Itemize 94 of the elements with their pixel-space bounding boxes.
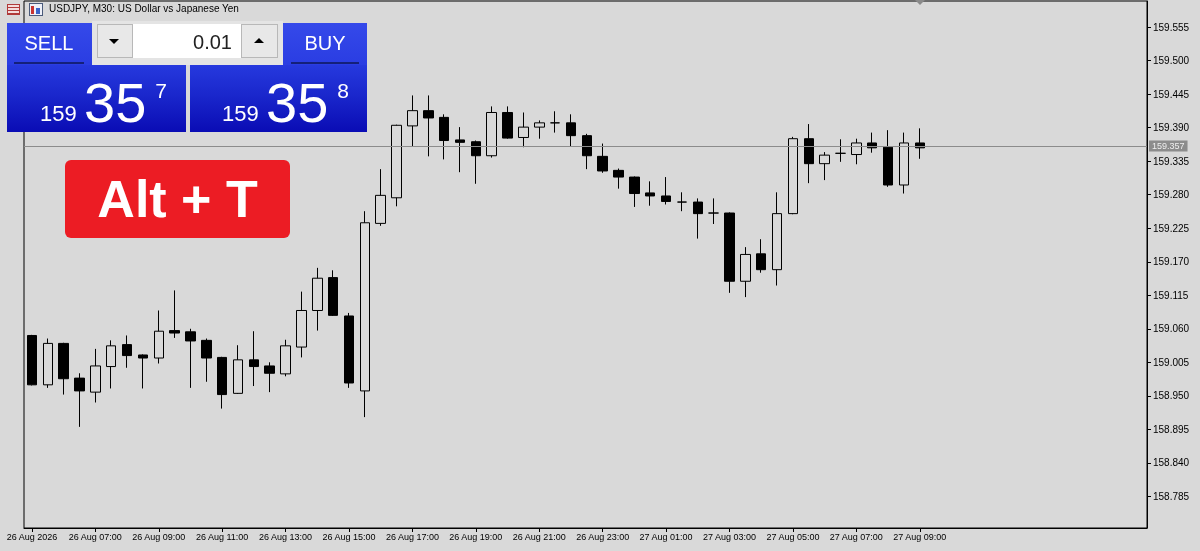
candlestick xyxy=(899,132,909,195)
annotation: 35$^{8}$ xyxy=(266,71,349,134)
candlestick xyxy=(788,136,798,215)
candlestick xyxy=(835,138,846,163)
y-tick-label: 159.390 xyxy=(1153,122,1190,134)
candlestick xyxy=(724,211,735,294)
candlestick xyxy=(693,197,703,240)
candlestick xyxy=(201,338,212,383)
y-tick-label: 159.555 xyxy=(1153,21,1190,33)
candlestick xyxy=(169,289,180,339)
candlestick xyxy=(851,138,862,165)
candlestick xyxy=(597,143,608,174)
y-tick-label: 159.280 xyxy=(1153,189,1190,201)
x-tick-label: 26 Aug 23:00 xyxy=(576,531,630,542)
y-tick-label: 158.840 xyxy=(1153,457,1190,469)
candlestick xyxy=(518,111,529,148)
candlestick xyxy=(613,168,624,190)
candlestick xyxy=(280,339,291,377)
candlestick xyxy=(43,338,53,389)
annotation: BUY xyxy=(303,31,347,56)
candlestick xyxy=(122,334,132,369)
y-tick-label: 159.170 xyxy=(1153,256,1190,268)
x-tick-label: 27 Aug 05:00 xyxy=(766,531,820,542)
ref-line-label: 159.357 xyxy=(1152,141,1185,151)
candlestick xyxy=(138,353,148,389)
x-tick-label: 26 Aug 19:00 xyxy=(449,531,503,542)
annotation: 159 xyxy=(222,101,259,126)
candlestick xyxy=(550,110,560,134)
candlestick xyxy=(217,356,227,410)
candlestick xyxy=(772,191,782,287)
candlestick xyxy=(375,168,386,227)
y-tick-label: 159.115 xyxy=(1153,289,1189,301)
annotation: SELL xyxy=(23,31,75,56)
candlestick xyxy=(106,339,116,389)
x-tick-label: 26 Aug 21:00 xyxy=(512,531,566,542)
candlestick xyxy=(708,197,719,225)
candlestick xyxy=(566,113,576,147)
candlestick xyxy=(756,238,766,274)
y-tick-label: 159.335 xyxy=(1153,155,1190,167)
y-tick-label: 159.060 xyxy=(1153,323,1190,335)
candlestick xyxy=(740,246,751,298)
candlestick xyxy=(344,312,354,389)
candlestick xyxy=(486,105,497,159)
candlestick xyxy=(534,119,545,140)
candlestick xyxy=(154,310,164,364)
x-tick-label: 26 Aug 09:00 xyxy=(132,531,186,542)
candlestick xyxy=(27,334,37,386)
x-tick-label: 27 Aug 01:00 xyxy=(639,531,693,542)
candlestick xyxy=(233,344,243,395)
candlestick xyxy=(439,113,449,160)
candlestick xyxy=(391,124,402,207)
candlestick xyxy=(423,94,434,157)
y-tick-label: 159.225 xyxy=(1153,222,1190,234)
x-tick-label: 26 Aug 11:00 xyxy=(195,531,249,542)
chart-title: USDJPY, M30: US Dollar vs Japanese Yen xyxy=(49,2,239,14)
x-tick-label: 27 Aug 03:00 xyxy=(702,531,757,542)
x-tick-label: 26 Aug 17:00 xyxy=(385,531,439,542)
candlestick xyxy=(677,191,687,212)
candlestick xyxy=(629,175,640,208)
candlestick xyxy=(455,126,465,173)
x-tick-label: 26 Aug 07:00 xyxy=(68,531,122,542)
candlestick xyxy=(185,328,196,389)
candlestick xyxy=(502,105,513,140)
x-tick-label: 26 Aug 2026 xyxy=(6,531,58,542)
y-tick-label: 159.445 xyxy=(1153,88,1190,100)
candlestick xyxy=(804,123,814,184)
y-tick-label: 158.950 xyxy=(1153,390,1190,402)
candlestick xyxy=(582,133,592,170)
candlestick xyxy=(645,180,655,207)
candlestick xyxy=(312,267,323,332)
candlestick xyxy=(471,140,481,185)
y-tick-label: 159.005 xyxy=(1153,356,1190,368)
candlestick xyxy=(90,348,101,403)
x-tick-label: 26 Aug 15:00 xyxy=(322,531,376,542)
y-tick-label: 159.500 xyxy=(1153,55,1190,67)
candlestick xyxy=(264,361,275,393)
candlestick xyxy=(661,176,671,205)
y-tick-label: 158.785 xyxy=(1153,490,1190,502)
candlestick xyxy=(74,372,85,428)
annotation: 35$^{7}$ xyxy=(84,71,167,134)
candlestick xyxy=(58,342,69,396)
annotation: 0.01 xyxy=(192,30,232,55)
candlestick xyxy=(883,129,893,188)
x-tick-label: 26 Aug 13:00 xyxy=(259,531,313,542)
candlestick xyxy=(296,291,307,358)
candlestick xyxy=(407,94,418,147)
candlestick xyxy=(249,330,259,387)
annotation: 159 xyxy=(40,101,77,126)
x-tick-label: 27 Aug 09:00 xyxy=(893,531,947,542)
candlestick xyxy=(328,269,338,317)
candlestick xyxy=(819,151,830,181)
candlestick xyxy=(360,210,370,418)
x-tick-label: 27 Aug 07:00 xyxy=(829,531,883,542)
y-tick-label: 158.895 xyxy=(1153,423,1190,435)
